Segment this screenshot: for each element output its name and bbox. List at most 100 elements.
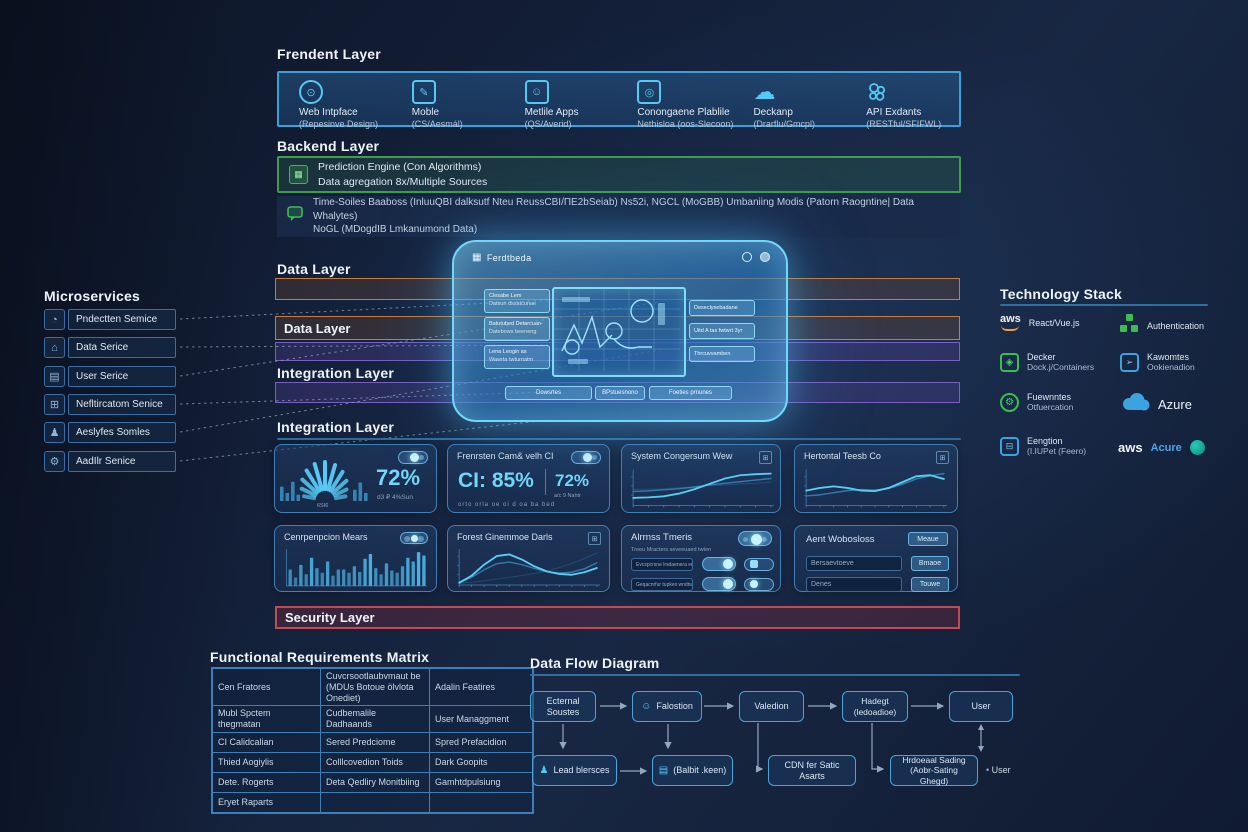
tech-stack-title: Technology Stack (1000, 286, 1122, 302)
holo-left-button-1[interactable]: Clesabe Lem Datsun dssatcunae (484, 289, 550, 313)
expand-icon[interactable]: ⊞ (936, 451, 949, 464)
alert-field-1[interactable]: Evcspcrsne lrsdaenera erteds (631, 558, 693, 571)
web-interface-icon: ⊙ (299, 80, 323, 104)
flow-underline (530, 674, 1020, 676)
minimize-icon[interactable] (742, 252, 752, 262)
ci-toggle[interactable] (571, 451, 601, 464)
kubernetes-icon: ➢ (1120, 352, 1139, 372)
holo-bottom-button-1[interactable]: Dowsrtes (505, 386, 592, 400)
flow-node-lead-services: ♟ Lead blersces (532, 755, 617, 786)
flow-node-cdn: CDN fer Satic Asarts (768, 755, 856, 786)
close-icon[interactable] (760, 252, 770, 262)
frontend-layer-title: Frendent Layer (277, 46, 381, 62)
holo-left-button-2[interactable]: Batutubed Detarcuan- Datebows beeneng (484, 317, 550, 341)
sidebar-item-analytics-service[interactable]: Aeslyfes Somles (68, 422, 176, 443)
sidebar-item-data-service[interactable]: Data Serice (68, 337, 176, 358)
flow-node-external-sources: Ecternal Soustes (530, 691, 596, 722)
holo-bottom-button-3[interactable]: Foeties prnunes (649, 386, 732, 400)
expand-icon[interactable]: ⊞ (588, 532, 601, 545)
flow-node-scaling: Hrdoeaal Sading (Aobr-Sating Ghegd) (890, 755, 978, 786)
sidebar-item-audit-service[interactable]: AadIlr Senice (68, 451, 176, 472)
prediction-engine-box: ▦ Prediction Engine (Con Algorithms) Dat… (277, 156, 961, 193)
tech-stack-underline (1000, 304, 1208, 306)
agent-title: Aent Wobosloss (806, 534, 875, 545)
database-box: Time-Soiles Baaboss (InluuQBI dalksutf N… (277, 196, 961, 237)
trend-line-chart (804, 469, 947, 508)
frontend-item-cross-platform: ◎ Conongaene Plablile Nethisloa (oos-Sle… (617, 73, 733, 129)
integration-underline (277, 438, 961, 440)
microservices-title: Microservices (44, 288, 140, 304)
gauge-label: 6SI6 (317, 503, 329, 509)
holo-panel-title: Ferdtbeda (486, 252, 532, 263)
holo-right-button-3[interactable]: Thrcuvvamben (689, 346, 755, 362)
governance-chart-card: Forest Ginemmoe Darls ⊞ (447, 525, 610, 592)
sidebar-item-prediction-service[interactable]: Pndectten Semice (68, 309, 176, 330)
trend-chart-title: Hertontal Teesb Co (804, 451, 881, 461)
frontend-item-mobile-apps: ☺ Metlile Apps (QS/Averid) (505, 73, 618, 129)
holo-right-button-2[interactable]: Uitd A tas fwtwrt 3yr (689, 323, 755, 339)
data-layer-heading: Data Layer (277, 261, 351, 277)
matrix-header-custom: Cuvcrsootlaubvmaut be (MDUs Botoue ölvlo… (320, 667, 430, 707)
requirements-matrix: Cen Fratores Cuvcrsootlaubvmaut be (MDUs… (211, 667, 534, 814)
notification-service-icon: ⊞ (44, 394, 65, 415)
table-row: Mubl Spctem thegmatan Cudbemalile Dadhaan… (212, 705, 533, 733)
gauge-card: 6SI6 72% d3 ₽ 4%Sun (274, 444, 437, 513)
chat-bot-icon: ☺ (641, 700, 652, 712)
holo-panel-header: ▦ Ferdtbeda (472, 252, 532, 263)
orchestration-icon: ⚙ (1000, 392, 1019, 412)
bullet-icon: • (986, 765, 990, 775)
governance-line-chart (457, 549, 600, 588)
gauge-chart (280, 460, 368, 501)
expand-icon[interactable]: ⊞ (759, 451, 772, 464)
comparison-toggle[interactable] (400, 532, 428, 544)
frontend-item-api: API Exdants (RESTful/SFIFWL) (846, 73, 959, 129)
agent-field-2[interactable]: Denes (806, 577, 902, 592)
holo-bottom-button-2[interactable]: BPstuesnono (595, 386, 645, 400)
alert-toggle-1b[interactable] (744, 557, 774, 571)
analytics-service-icon: ♟ (44, 422, 65, 443)
desktop-cloud-icon: ☁ (753, 79, 776, 104)
matrix-header-admin: Adalin Featires (429, 667, 533, 707)
agent-button-1[interactable]: Bmaoe (911, 556, 949, 571)
alerts-master-toggle[interactable] (738, 531, 772, 546)
tech-orchestration: ⚙ Fuewnntes Otfuercation (1000, 392, 1073, 412)
frontend-item-web: ⊙ Web Intpface (Repesinve Design) (279, 73, 392, 129)
gauge-toggle[interactable] (398, 451, 428, 464)
holo-right-button-1[interactable]: Deseclysebadane (689, 300, 755, 316)
data-service-icon: ⌂ (44, 337, 65, 358)
gauge-value: 72% (376, 465, 421, 490)
divider (545, 469, 546, 495)
alert-toggle-2b[interactable] (744, 577, 774, 591)
alert-field-2[interactable]: Geqacnrfur tupkes wndtwrtash (631, 578, 693, 591)
alert-toggle-1a[interactable] (702, 557, 736, 571)
holo-left-button-3[interactable]: Lena Leogin as Wawrta twturnatm (484, 345, 550, 369)
alert-toggle-2a[interactable] (702, 577, 736, 591)
sidebar-item-user-service[interactable]: User Serice (68, 366, 176, 387)
tech-aws-azure: aws Acure (1118, 440, 1205, 455)
agent-field-1[interactable]: Bersaevtoeve (806, 556, 902, 571)
frontend-item-desktop: ☁ Deckanp (Drarflu/Gmcpl) (733, 73, 846, 129)
agent-button-2[interactable]: Touwe (911, 577, 949, 592)
integration-layer-heading: Integration Layer (277, 365, 394, 381)
alerts-title: Alrrnss Tmeris (631, 532, 693, 543)
database-chat-icon (287, 206, 303, 227)
holo-screen-drawing (554, 289, 680, 371)
frontend-layer-box: ⊙ Web Intpface (Repesinve Design) ✎ Mobl… (277, 71, 961, 129)
flow-node-falostion: ☺ Falostion (632, 691, 702, 722)
tech-encryption: ⊟ Eengtion (I.IUPet (Feero) (1000, 436, 1086, 456)
api-endpoints-icon (866, 79, 959, 105)
ci-value-note: a/c 9 Nahtr (554, 493, 581, 499)
consumption-line-chart (631, 469, 774, 508)
grid-icon: ▦ (472, 252, 482, 263)
data-layer-band-label: Data Layer (284, 320, 351, 336)
flow-node-user: User (949, 691, 1013, 722)
tech-azure: Azure (1120, 392, 1192, 416)
tech-authentication: Authentication (1120, 314, 1204, 338)
ci-sub: orto orla oe oi d oa ba bed (458, 502, 556, 508)
agent-header-button[interactable]: Meaue (908, 532, 948, 546)
sidebar-item-notification-service[interactable]: Nefltircatom Senice (68, 394, 176, 415)
mobile-apps-icon: ☺ (524, 80, 549, 104)
prediction-engine-line2: Data agregation 8x/Multiple Sources (318, 175, 488, 188)
queue-icon: ▤ (658, 764, 669, 776)
